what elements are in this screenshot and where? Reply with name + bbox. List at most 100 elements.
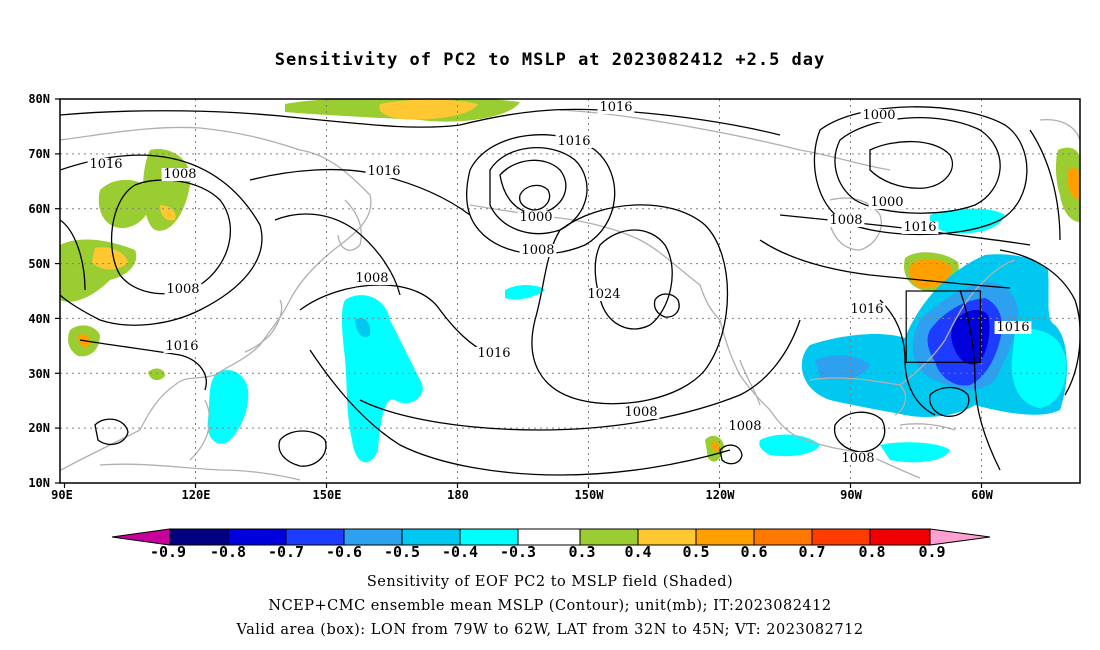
coast-kamchatka	[337, 199, 362, 251]
contour-label-background	[901, 221, 939, 234]
contour-label-background	[163, 340, 201, 353]
contour-label-background	[353, 272, 391, 285]
contour-label-background	[848, 303, 886, 316]
coast-wna	[719, 319, 861, 453]
contour-label-background	[585, 288, 623, 301]
coast-arctic-na	[559, 109, 891, 171]
contour-label-background	[164, 283, 202, 296]
contour-label-background	[161, 168, 199, 181]
contour-small-ring	[653, 293, 680, 318]
contour-label: 1016	[903, 220, 936, 235]
contour-label-background	[597, 101, 635, 114]
lat-label: 40N	[28, 312, 50, 326]
contour-label: 1000	[519, 210, 552, 225]
contour-label: 1008	[521, 243, 554, 258]
contour-na-1016-line	[759, 239, 1011, 289]
lon-label: 60W	[971, 488, 993, 502]
lon-label: 120E	[182, 488, 211, 502]
coast-indonesia	[99, 463, 301, 481]
contour-label-background	[475, 347, 513, 360]
shade-negative-labrador	[929, 208, 1005, 234]
contour-label: 1000	[862, 108, 895, 123]
coast-japan	[244, 299, 283, 353]
lon-label: 90E	[51, 488, 73, 502]
contour-label: 1008	[728, 419, 761, 434]
contour-label-background	[555, 135, 593, 148]
contour-label-background	[994, 321, 1032, 334]
contour-label: 1008	[624, 405, 657, 420]
contour-label-background	[87, 158, 125, 171]
contour-label-background	[726, 420, 764, 433]
contour-label: 1016	[850, 302, 883, 317]
lon-tick-labels: 90E 120E 150E 180 150W 120W 90W 60W	[51, 488, 993, 502]
coast-greenland	[1039, 119, 1080, 141]
shade-positive-mexico-core	[711, 441, 720, 452]
contour-na-low-outer2	[813, 106, 1028, 236]
shade-negative-aleutian	[505, 285, 545, 300]
contour-label-background	[860, 109, 898, 122]
contour-label: 1000	[870, 195, 903, 210]
contour-east-edge	[1029, 129, 1061, 241]
coast-ena	[899, 259, 1016, 386]
contour-label: 1008	[355, 271, 388, 286]
coast-baja	[739, 359, 761, 406]
lat-label: 10N	[28, 476, 50, 490]
contour-polar-1016	[60, 108, 781, 136]
contour-label: 1016	[367, 164, 400, 179]
contour-aleutian-low-4	[518, 184, 551, 211]
coast-hudson	[829, 197, 882, 251]
lon-label: 90W	[840, 488, 862, 502]
contour-label-background	[839, 452, 877, 465]
contour-aleutian-low-1	[499, 159, 567, 214]
contour-label-background	[519, 244, 557, 257]
contour-asia-1008b	[60, 219, 86, 291]
contour-atl-high	[999, 249, 1080, 396]
contour-high-1016-south	[359, 319, 801, 431]
lon-label: 150E	[313, 488, 342, 502]
contour-atl-trough	[959, 289, 1001, 471]
contour-label: 1016	[165, 339, 198, 354]
contour-label: 1008	[163, 167, 196, 182]
contour-siberia-1008	[60, 154, 263, 326]
shade-negative-caribbean2	[880, 442, 950, 463]
contour-pacific-1016-b	[299, 284, 491, 356]
contour-pacific-1016-a	[274, 213, 401, 296]
contour-label: 1016	[89, 157, 122, 172]
contour-label-background	[868, 196, 906, 209]
contour-scs-1008	[79, 339, 207, 391]
lat-label: 70N	[28, 147, 50, 161]
shade-positive-greenland-core	[1067, 167, 1080, 200]
lat-label: 50N	[28, 257, 50, 271]
valid-area-box	[905, 290, 982, 363]
shade-negative-atlantic-light	[1011, 328, 1067, 408]
contour-na-low-outer	[834, 117, 1001, 214]
contour-label: 1016	[996, 320, 1029, 335]
shade-positive-canada-core	[909, 258, 952, 289]
lon-label: 180	[447, 488, 469, 502]
caption-line-2: NCEP+CMC ensemble mean MSLP (Contour); u…	[268, 598, 832, 614]
shade-positive-scs	[148, 368, 165, 381]
map-frame	[59, 98, 1081, 484]
lat-label: 80N	[28, 92, 50, 106]
contour-label: 1024	[587, 287, 620, 302]
contour-label: 1008	[841, 451, 874, 466]
contour-na-low-1000	[869, 140, 953, 189]
lon-label: 120W	[706, 488, 736, 502]
shade-positive-arctic-core	[379, 99, 478, 120]
contour-gulf-ring	[833, 411, 886, 453]
lat-label: 30N	[28, 367, 50, 381]
shade-negative-pacific2	[355, 318, 371, 338]
contour-small-ring-2	[278, 430, 327, 467]
contour-labels: 1016 1008 1016 1008 1016 1008 1000 1008 1016 1024…	[87, 100, 1032, 466]
contour-label: 1008	[829, 213, 862, 228]
coast-philippines	[189, 399, 211, 461]
lat-label: 60N	[28, 202, 50, 216]
shading-layer	[60, 99, 1080, 463]
contour-label: 1016	[557, 134, 590, 149]
shade-positive-siberia	[98, 179, 152, 229]
contour-label: 1016	[477, 346, 510, 361]
contour-carib-ring	[929, 386, 970, 417]
contour-sw-ring	[94, 418, 129, 446]
contour-label-background	[827, 214, 865, 227]
caption-line-3: Valid area (box): LON from 79W to 62W, L…	[236, 622, 864, 638]
